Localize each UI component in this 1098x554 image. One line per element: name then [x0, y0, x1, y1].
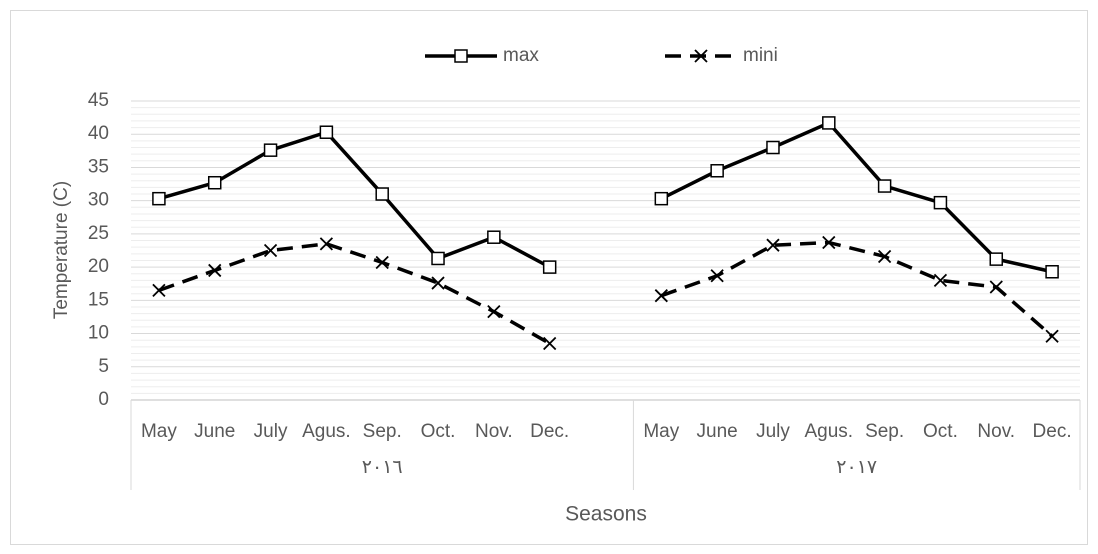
y-tick-label: 10	[88, 323, 109, 344]
marker	[933, 273, 948, 288]
y-axis-title: Temperature (C)	[51, 181, 72, 319]
marker	[654, 191, 669, 206]
series-line	[158, 242, 551, 346]
x-tick-label: Sep.	[865, 421, 904, 442]
y-tick-label: 5	[98, 356, 109, 377]
series-line	[660, 240, 1054, 338]
marker	[710, 164, 724, 178]
marker	[487, 304, 501, 319]
marker	[989, 280, 1003, 294]
marker	[766, 238, 780, 252]
x-axis-title: Seasons	[565, 503, 647, 526]
series-line	[660, 121, 1053, 274]
marker	[319, 125, 334, 139]
marker	[877, 249, 892, 264]
marker	[375, 255, 389, 270]
marker	[375, 187, 389, 201]
marker	[542, 260, 557, 274]
y-tick-label: 0	[98, 389, 109, 410]
marker	[263, 243, 278, 258]
marker	[766, 140, 780, 155]
marker	[877, 179, 892, 193]
marker	[487, 230, 501, 244]
y-tick-label: 20	[88, 256, 109, 277]
x-tick-label: June	[194, 421, 235, 442]
x-tick-label: Oct.	[923, 421, 958, 442]
y-tick-label: 25	[88, 223, 109, 244]
x-tick-label: Agus.	[804, 421, 853, 442]
legend-label: max	[503, 45, 539, 66]
legend-marker	[694, 49, 708, 63]
marker	[431, 276, 445, 290]
x-tick-label: Agus.	[302, 421, 351, 442]
x-tick-label: Dec.	[530, 421, 569, 442]
marker	[543, 336, 557, 351]
y-tick-label: 35	[88, 156, 109, 177]
marker	[822, 235, 836, 250]
marker	[1045, 329, 1059, 343]
series-line	[158, 130, 551, 269]
marker	[207, 175, 222, 190]
x-tick-label: June	[697, 421, 738, 442]
x-tick-label: Nov.	[977, 421, 1015, 442]
marker	[208, 263, 222, 278]
group-label: ٢٠١٦	[362, 457, 403, 478]
legend-label: mini	[743, 45, 778, 66]
y-tick-label: 45	[88, 90, 109, 111]
marker	[933, 195, 948, 210]
x-tick-label: May	[141, 421, 177, 442]
marker	[152, 191, 166, 206]
chart-border	[10, 10, 1088, 545]
marker	[263, 143, 278, 157]
y-tick-label: 15	[88, 289, 109, 310]
x-tick-label: Oct.	[421, 421, 456, 442]
marker	[989, 252, 1004, 266]
marker	[431, 251, 445, 266]
x-tick-label: Sep.	[363, 421, 402, 442]
x-tick-label: Nov.	[475, 421, 513, 442]
marker	[1045, 265, 1059, 279]
marker	[654, 289, 668, 303]
x-tick-label: July	[756, 421, 790, 442]
x-tick-label: Dec.	[1033, 421, 1072, 442]
x-tick-label: May	[643, 421, 679, 442]
legend-marker	[454, 49, 468, 63]
group-label: ٢٠١٧	[836, 457, 877, 478]
marker	[152, 283, 166, 298]
marker	[710, 269, 724, 283]
y-tick-label: 30	[88, 190, 109, 211]
marker	[319, 237, 334, 251]
marker	[822, 116, 836, 130]
x-tick-label: July	[254, 421, 288, 442]
y-tick-label: 40	[88, 123, 109, 144]
